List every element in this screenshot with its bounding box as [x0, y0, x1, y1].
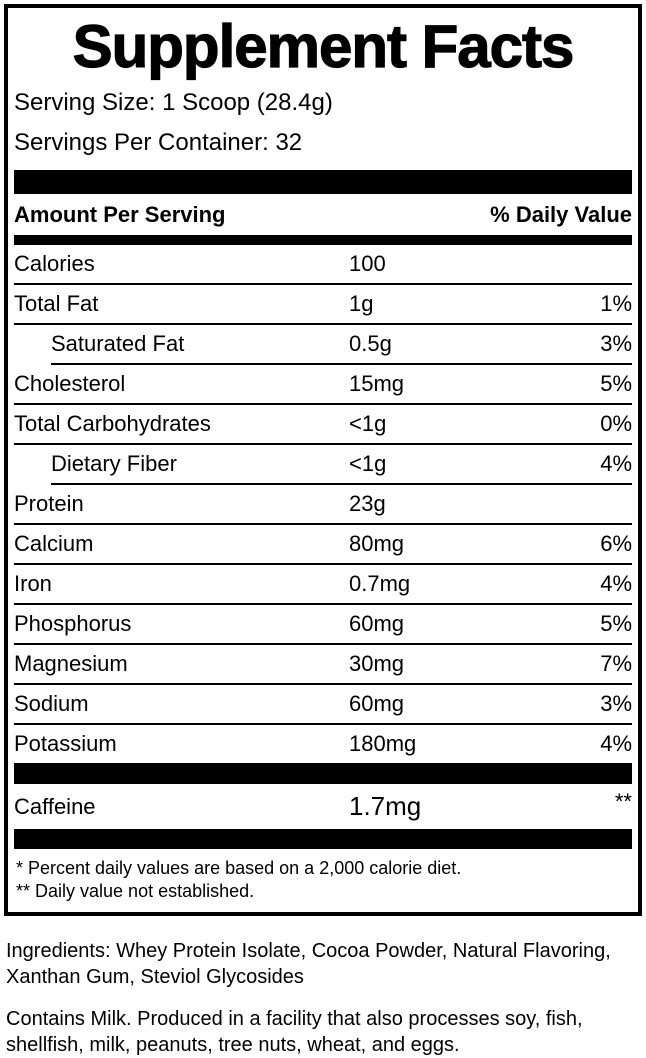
nutrient-name: Dietary Fiber	[51, 451, 177, 476]
nutrient-daily-value: 4%	[600, 451, 632, 476]
medium-divider-bar	[14, 235, 632, 245]
supplement-facts-panel: Supplement Facts Serving Size: 1 Scoop (…	[4, 4, 642, 916]
row-separator	[14, 523, 632, 525]
nutrient-name: Total Fat	[14, 291, 99, 316]
nutrient-name: Protein	[14, 491, 84, 516]
nutrient-row: Sodium 60mg 3%	[14, 685, 632, 723]
nutrient-name: Calcium	[14, 531, 94, 556]
row-separator	[14, 283, 632, 285]
nutrient-amount: 1g	[349, 291, 374, 316]
nutrient-daily-value: 0%	[600, 411, 632, 436]
table-header-row: Amount Per Serving % Daily Value	[14, 194, 632, 235]
panel-title: Supplement Facts	[72, 13, 575, 80]
nutrient-amount: 30mg	[349, 651, 405, 676]
footnotes: * Percent daily values are based on a 2,…	[14, 849, 632, 912]
nutrient-amount: 60mg	[349, 611, 405, 636]
nutrient-row: Iron 0.7mg 4%	[14, 565, 632, 603]
nutrient-name: Phosphorus	[14, 611, 132, 636]
row-separator	[14, 643, 632, 645]
nutrient-daily-value: 4%	[600, 731, 632, 756]
nutrient-name: Saturated Fat	[51, 331, 185, 356]
nutrient-daily-value: 7%	[600, 651, 632, 676]
nutrient-name: Caffeine	[14, 793, 96, 819]
amount-per-serving-header: Amount Per Serving	[14, 201, 226, 227]
allergen-paragraph: Contains Milk. Produced in a facility th…	[6, 1008, 583, 1056]
nutrient-daily-value: 3%	[600, 691, 632, 716]
nutrient-daily-value: 5%	[600, 371, 632, 396]
row-separator	[51, 483, 632, 485]
nutrient-amount: 15mg	[349, 371, 405, 396]
nutrient-name: Sodium	[14, 691, 89, 716]
row-separator	[14, 723, 632, 725]
row-separator	[14, 403, 632, 405]
caffeine-row: Caffeine 1.7mg **	[14, 784, 632, 829]
nutrient-row: Saturated Fat 0.5g 3%	[14, 325, 632, 363]
thick-divider-bar	[14, 170, 632, 194]
nutrient-daily-value: **	[614, 789, 632, 814]
nutrient-row: Dietary Fiber <1g 4%	[14, 445, 632, 483]
nutrient-name: Iron	[14, 571, 52, 596]
percent-daily-value-header: % Daily Value	[490, 201, 632, 227]
servings-per-container-line: Servings Per Container: 32	[14, 129, 303, 156]
thick-divider-bar	[14, 763, 632, 784]
nutrient-amount: <1g	[349, 451, 387, 476]
footnote-not-established: ** Daily value not established.	[16, 881, 255, 901]
nutrient-daily-value: 4%	[600, 571, 632, 596]
nutrient-amount: 0.7mg	[349, 571, 411, 596]
nutrient-row: Total Carbohydrates <1g 0%	[14, 405, 632, 443]
nutrient-row: Magnesium 30mg 7%	[14, 645, 632, 683]
nutrient-row: Calories 100	[14, 245, 632, 283]
nutrient-amount: 60mg	[349, 691, 405, 716]
nutrient-amount: 1.7mg	[349, 791, 422, 821]
row-separator	[14, 323, 632, 325]
nutrient-amount: 100	[349, 251, 386, 276]
nutrient-amount: 23g	[349, 491, 386, 516]
nutrient-table: Calories 100 Total Fat 1g 1% Saturated F…	[14, 245, 632, 763]
nutrient-amount: 180mg	[349, 731, 417, 756]
thick-divider-bar	[14, 829, 632, 849]
footnote-daily-values: * Percent daily values are based on a 2,…	[16, 858, 462, 878]
nutrient-daily-value: 1%	[600, 291, 632, 316]
nutrient-row: Total Fat 1g 1%	[14, 285, 632, 323]
row-separator	[14, 683, 632, 685]
row-separator	[14, 603, 632, 605]
row-separator	[14, 563, 632, 565]
nutrient-row: Protein 23g	[14, 485, 632, 523]
nutrient-daily-value: 6%	[600, 531, 632, 556]
nutrient-row: Cholesterol 15mg 5%	[14, 365, 632, 403]
nutrient-row: Calcium 80mg 6%	[14, 525, 632, 563]
ingredients-paragraph: Ingredients: Whey Protein Isolate, Cocoa…	[6, 940, 611, 988]
nutrient-amount: 80mg	[349, 531, 405, 556]
nutrient-name: Calories	[14, 251, 95, 276]
serving-size-line: Serving Size: 1 Scoop (28.4g)	[14, 89, 333, 116]
nutrient-row: Potassium 180mg 4%	[14, 725, 632, 763]
nutrient-amount: <1g	[349, 411, 387, 436]
nutrient-name: Magnesium	[14, 651, 128, 676]
nutrient-name: Cholesterol	[14, 371, 126, 396]
nutrient-daily-value: 5%	[600, 611, 632, 636]
nutrient-row: Phosphorus 60mg 5%	[14, 605, 632, 643]
nutrient-amount: 0.5g	[349, 331, 392, 356]
nutrient-name: Total Carbohydrates	[14, 411, 211, 436]
row-separator	[14, 443, 632, 445]
nutrient-name: Potassium	[14, 731, 117, 756]
nutrient-daily-value: 3%	[600, 331, 632, 356]
row-separator	[51, 363, 632, 365]
